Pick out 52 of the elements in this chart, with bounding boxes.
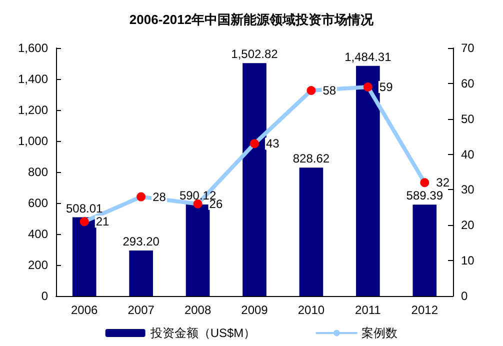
data-label: 1,484.31 xyxy=(344,50,392,64)
data-label: 43 xyxy=(266,136,280,151)
point xyxy=(80,217,89,226)
point xyxy=(250,139,259,148)
data-label: 21 xyxy=(96,214,110,229)
point xyxy=(420,178,430,188)
y2-tick-label: 0 xyxy=(461,289,468,303)
x-tick-label: 2010 xyxy=(298,303,325,317)
x-tick-label: 2008 xyxy=(184,303,212,317)
y-tick-label: 1,000 xyxy=(18,134,48,148)
bar xyxy=(242,63,266,296)
y2-tick-label: 70 xyxy=(461,41,475,55)
bar xyxy=(186,204,210,296)
bar xyxy=(129,250,153,296)
y-tick-label: 1,400 xyxy=(18,72,48,86)
data-label: 28 xyxy=(152,190,166,204)
data-label: 1,502.82 xyxy=(231,47,278,62)
y-tick-label: 800 xyxy=(28,165,48,179)
x-tick-label: 2011 xyxy=(355,303,382,317)
x-tick-label: 2007 xyxy=(128,303,155,317)
y2-tick-label: 60 xyxy=(461,76,475,90)
legend-label: 案例数 xyxy=(362,326,398,340)
y-tick-label: 0 xyxy=(41,289,48,303)
legend-label: 投资金额（US$M） xyxy=(149,326,256,340)
point xyxy=(363,82,372,92)
y-tick-label: 200 xyxy=(28,258,48,272)
data-label: 508.01 xyxy=(66,201,104,216)
chart-title: 2006-2012年中国新能源领域投资市场情况 xyxy=(129,12,375,27)
x-tick-label: 2009 xyxy=(241,303,268,317)
bar xyxy=(356,66,380,296)
y2-tick-label: 20 xyxy=(461,218,475,232)
bar xyxy=(412,204,437,296)
data-label: 828.62 xyxy=(292,152,330,166)
y2-tick-label: 40 xyxy=(461,147,475,162)
point xyxy=(136,192,146,202)
x-tick-label: 2006 xyxy=(71,303,98,317)
y-tick-label: 1,200 xyxy=(18,103,48,117)
data-label: 293.20 xyxy=(122,234,160,249)
bar xyxy=(299,168,324,296)
data-label: 32 xyxy=(436,176,450,190)
y-tick-label: 600 xyxy=(28,196,48,210)
y2-tick-label: 50 xyxy=(461,112,475,126)
data-label: 589.39 xyxy=(406,188,444,203)
bar xyxy=(72,217,96,296)
point xyxy=(306,86,316,96)
data-label: 58 xyxy=(322,84,336,98)
y2-tick-label: 30 xyxy=(461,182,475,197)
y-tick-label: 400 xyxy=(28,227,48,241)
data-label: 59 xyxy=(379,80,394,94)
y-tick-label: 1,600 xyxy=(18,41,48,55)
y2-tick-label: 10 xyxy=(461,254,475,268)
x-tick-label: 2012 xyxy=(411,303,438,317)
